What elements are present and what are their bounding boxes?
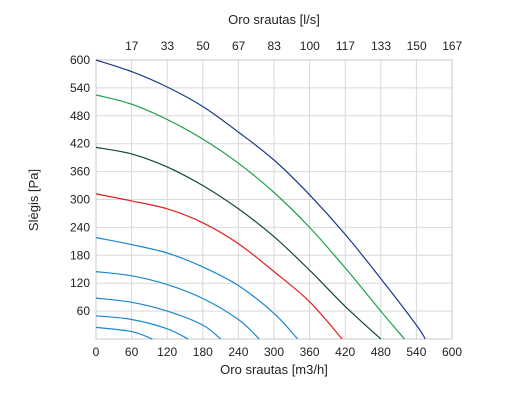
top-tick-label: 150: [407, 39, 427, 53]
x-tick-label: 420: [335, 345, 355, 359]
x-tick-label: 600: [442, 345, 462, 359]
plot-frame: [95, 59, 453, 340]
y-tick-label: 240: [70, 220, 90, 234]
x-tick-label: 120: [157, 345, 177, 359]
y-tick-label: 600: [70, 53, 90, 67]
x-axis-title: Oro srautas [m3/h]: [220, 362, 328, 377]
curve-series-8: [95, 315, 189, 340]
top-tick-label: 67: [232, 39, 246, 53]
x-tick-label: 480: [371, 345, 391, 359]
top-axis-title: Oro srautas [l/s]: [228, 12, 320, 27]
x-tick-label: 240: [228, 345, 248, 359]
y-tick-label: 420: [70, 137, 90, 151]
curve-series-4: [95, 193, 343, 340]
curve-series-6: [95, 271, 260, 340]
top-tick-label: 50: [196, 39, 210, 53]
x-tick-label: 540: [406, 345, 426, 359]
series-layer: [95, 59, 426, 340]
curve-series-3: [95, 146, 382, 340]
grid: [95, 59, 453, 339]
top-tick-label: 17: [125, 39, 139, 53]
curve-series-2: [95, 94, 405, 340]
top-tick-label: 117: [336, 39, 355, 53]
curve-series-7: [95, 297, 221, 340]
y-tick-label: 60: [77, 304, 91, 318]
y-tick-label: 360: [70, 165, 90, 179]
curve-series-1: [95, 59, 426, 340]
x-tick-label: 0: [93, 345, 100, 359]
top-tick-labels: 17 33 50 67 83 100 117 133 150 167: [125, 39, 462, 53]
curve-series-9: [95, 326, 153, 340]
top-tick-label: 83: [268, 39, 282, 53]
y-tick-label: 540: [70, 81, 90, 95]
y-tick-label: 480: [70, 109, 90, 123]
x-tick-label: 180: [193, 345, 213, 359]
y-tick-label: 180: [70, 248, 90, 262]
y-tick-label: 120: [70, 276, 90, 290]
y-axis-title: Slėgis [Pa]: [26, 169, 41, 231]
y-tick-labels: 60 120 180 240 300 360 420 480 540 600: [70, 53, 90, 318]
top-tick-label: 33: [161, 39, 175, 53]
top-tick-label: 100: [300, 39, 320, 53]
x-tick-label: 60: [125, 345, 139, 359]
y-tick-label: 300: [70, 193, 90, 207]
top-tick-label: 133: [371, 39, 391, 53]
curve-series-5: [95, 237, 299, 340]
x-tick-labels: 0 60 120 180 240 300 360 420 480 540 600: [93, 345, 463, 359]
top-tick-label: 167: [442, 39, 462, 53]
x-tick-label: 360: [300, 345, 320, 359]
x-tick-label: 300: [264, 345, 284, 359]
